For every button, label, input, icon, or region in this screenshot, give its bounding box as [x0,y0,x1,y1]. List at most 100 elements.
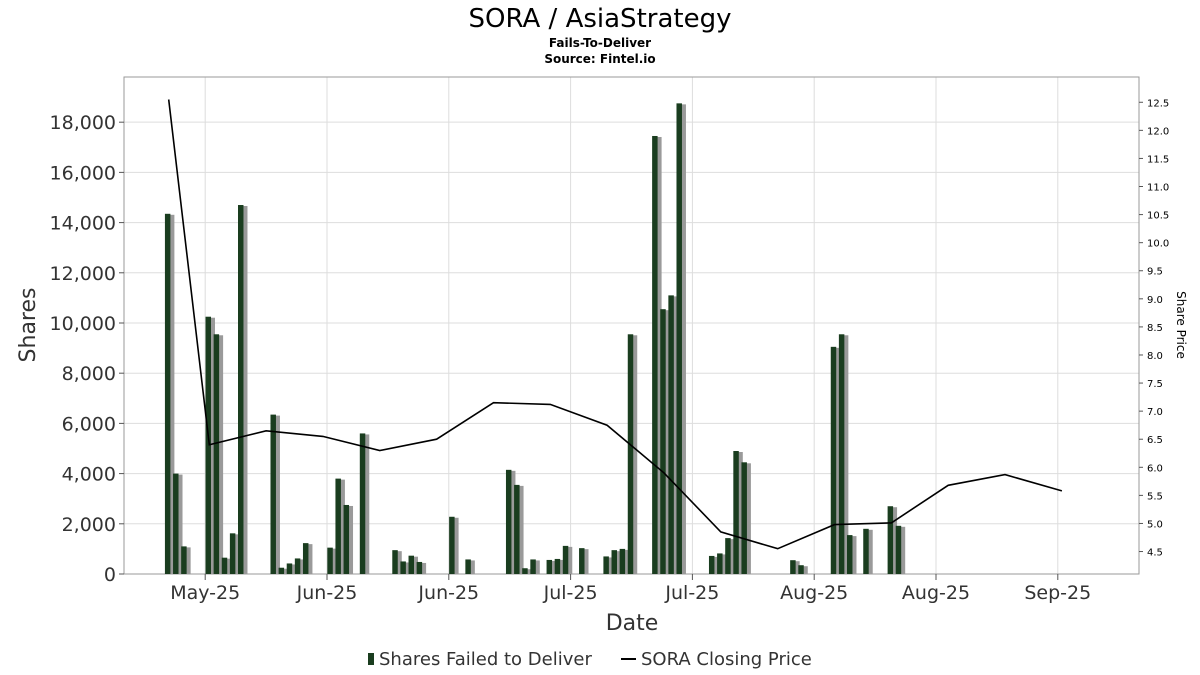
x-tick-label: Jun-25 [417,582,479,604]
y-axis-right: 4.5 5.0 5.5 6.0 6.5 7.0 7.5 8.0 8.5 9.0 9.5 10.0 10.… [1139,98,1169,559]
ftd-bar [238,205,244,575]
ftd-bar [660,309,666,574]
y2-tick-label: 11.0 [1147,183,1169,194]
bar-shadow [556,559,565,574]
bar-shadow [410,556,418,574]
ftd-bar [278,567,285,574]
ftd-bar [392,550,398,574]
bar-shadow [231,534,240,574]
y2-tick-label: 5.5 [1147,491,1163,502]
ftd-bar [562,545,569,574]
bar-shadow [735,452,743,574]
x-tick-label: Jun-25 [296,582,358,604]
ftd-bar [343,504,350,574]
ftd-bar [449,516,455,574]
bar-shadow [467,560,475,574]
x-tick-label: Aug-25 [780,582,848,604]
y2-tick-label: 9.0 [1147,295,1163,306]
y-tick-label: 6,000 [62,413,116,435]
y-axis-left: 0 2,000 4,000 6,000 8,000 10,000 12,000 14,000 1… [50,112,124,586]
bar-shadow [849,536,857,574]
ftd-bar [717,553,723,574]
y2-tick-label: 12.0 [1147,126,1169,137]
y2-tick-label: 8.5 [1147,323,1163,334]
ftd-bar [302,543,309,574]
bar-shadow [337,479,345,574]
bar-shadow [840,335,849,574]
bar-shadow [183,547,191,574]
x-tick-label: Sep-25 [1024,582,1091,604]
ftd-bar [546,559,553,574]
y2-axis-title: Share Price [1174,291,1188,359]
bar-shadow [418,562,427,574]
bar-shadow [548,560,557,574]
ftd-bar [221,557,228,574]
ftd-bar [733,451,739,574]
bar-shadow [361,434,370,574]
bar-shadow [581,549,589,574]
bar-shadow [240,206,248,575]
y-tick-label: 12,000 [50,263,116,285]
bar-shadow [296,559,305,574]
bar-shadow [280,568,289,574]
ftd-bar [830,346,837,574]
bar-shadow [792,561,800,574]
ftd-bar [514,484,520,574]
y2-tick-label: 11.5 [1147,154,1169,165]
ftd-bar [603,556,609,574]
x-axis: May-25 Jun-25 Jun-25 Jul-25 Jul-25 Aug-25 Aug-… [170,574,1091,604]
bar-shadow [329,548,337,574]
ftd-bar [741,462,747,574]
bar-shadow [532,560,540,574]
y2-tick-label: 9.5 [1147,267,1163,278]
bar-shadow [662,310,670,574]
ftd-bar [270,414,276,574]
y2-tick-label: 6.5 [1147,435,1163,446]
ftd-bar [400,561,406,574]
y-tick-label: 0 [104,564,116,586]
bar-shadow [166,214,175,574]
price-line [167,99,1063,550]
bar-shadow [507,470,516,574]
ftd-bar [205,316,211,574]
bar-shadow [670,296,678,574]
bar-shadow [175,474,183,574]
ftd-bar [530,559,536,574]
ftd-bar [838,334,845,574]
ftd-bar [465,559,471,574]
ftd-bar [668,295,674,574]
x-tick-label: Jul-25 [543,582,598,604]
bar-shadow [800,566,808,574]
bar-shadow [621,549,630,574]
legend: Shares Failed to Deliver SORA Closing Pr… [368,649,812,670]
bar-shadow [865,529,873,574]
ftd-bar [611,550,617,574]
ftd-bar [863,528,869,574]
y2-tick-label: 12.5 [1147,98,1169,109]
bar-shadow [743,463,751,574]
bar-shadow [516,485,524,574]
chart-source: Source: Fintel.io [544,52,655,66]
ftd-bar [213,334,220,574]
bar-shadow [719,554,727,574]
x-tick-label: May-25 [170,582,240,604]
y-tick-label: 14,000 [50,213,116,235]
legend-swatch-bars [368,653,374,665]
ftd-bar [798,565,804,574]
ftd-bar [676,103,682,574]
bar-shadow [304,544,313,574]
x-axis-title: Date [606,611,659,636]
ftd-bar [579,548,585,574]
y-axis-title: Shares [16,288,41,363]
y-tick-label: 8,000 [62,363,116,385]
y-tick-label: 2,000 [62,514,116,536]
ftd-bar [164,213,171,574]
bar-shadow [678,104,686,574]
bar-shadow [564,546,573,574]
bar-shadow [288,564,297,574]
legend-label-line: SORA Closing Price [641,649,812,670]
y-tick-label: 18,000 [50,112,116,134]
y-tick-label: 10,000 [50,313,116,335]
ftd-bar [359,433,366,574]
